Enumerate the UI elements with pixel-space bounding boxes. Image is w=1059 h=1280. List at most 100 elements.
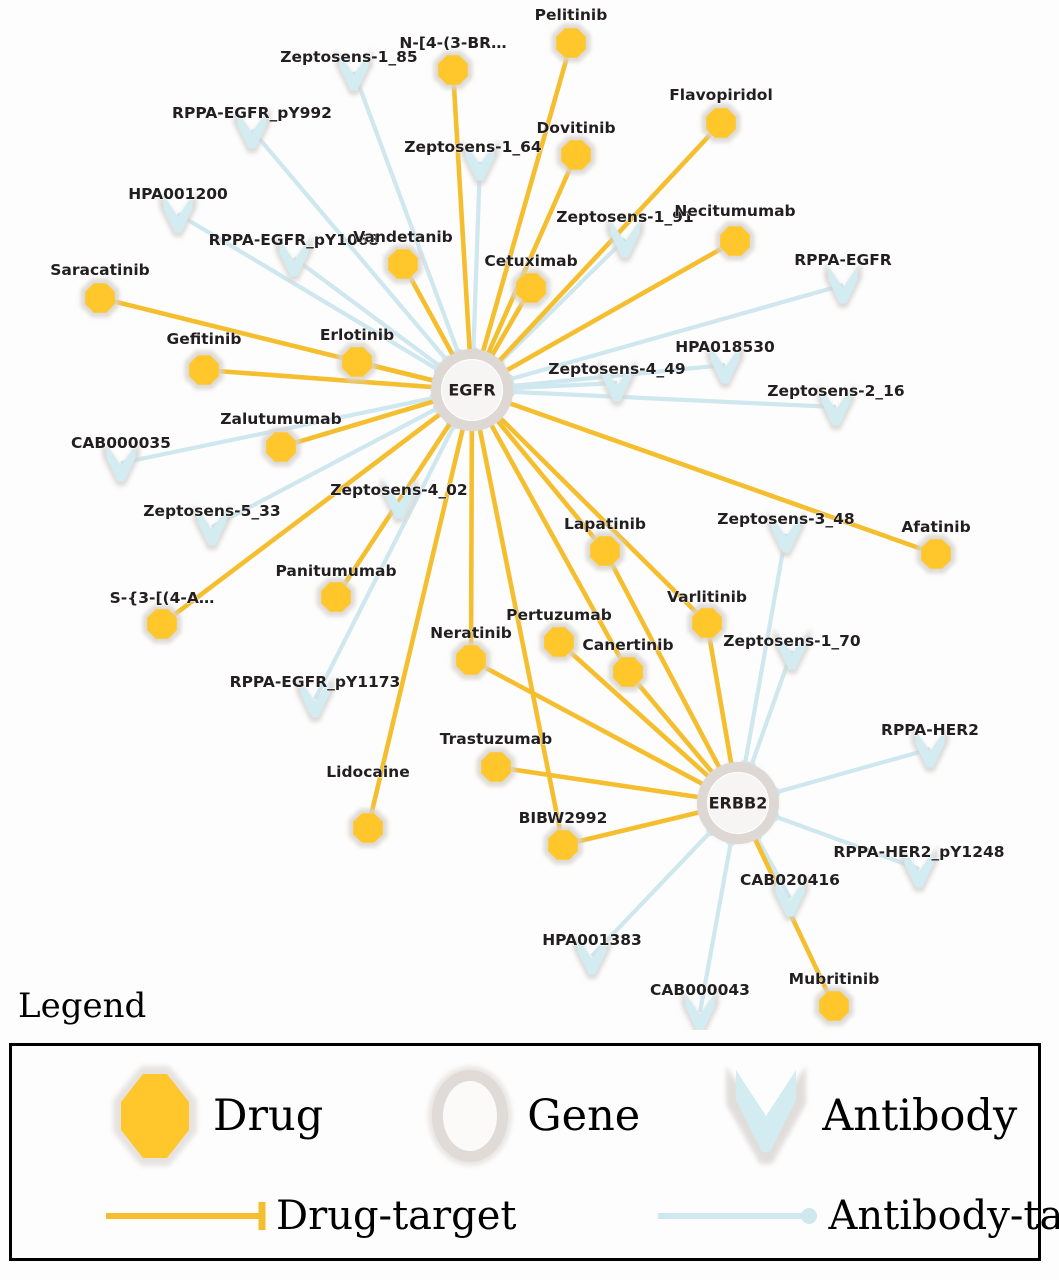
drug-node-necitumumab[interactable] <box>715 221 755 261</box>
antibody-node-hpa001200[interactable] <box>159 191 197 237</box>
network-graph-canvas[interactable]: Zeptosens-1_85 RPPA-EGFR_pY992 HPA001200 RP… <box>0 0 1059 1030</box>
antibody-node-hpa001383[interactable] <box>573 933 611 979</box>
antibody-node-hpa018530[interactable] <box>706 342 744 388</box>
drug-node-pelitinib[interactable] <box>551 23 591 63</box>
graph-edge <box>471 161 483 353</box>
antibody-node-zeptosens-1_70[interactable] <box>773 628 811 674</box>
drug-octagon-icon <box>85 283 115 313</box>
antibody-chevron-halo <box>706 342 744 388</box>
drug-label-panitumumab: Panitumumab <box>275 562 396 580</box>
drug-octagon-icon <box>321 582 351 612</box>
antibody-node-zeptosens-1_91[interactable] <box>606 216 644 262</box>
drug-label-gefitinib: Gefitinib <box>167 330 242 348</box>
antibody-chevron-icon <box>300 680 330 718</box>
antibody-node-cab000035[interactable] <box>102 440 140 486</box>
antibody-label-hpa018530: HPA018530 <box>675 338 775 356</box>
drug-node-afatinib[interactable] <box>916 534 956 574</box>
drug-octagon-icon <box>720 226 750 256</box>
antibody-label-zeptosens-5_33: Zeptosens-5_33 <box>143 502 280 520</box>
drug-octagon-icon <box>342 347 372 377</box>
antibody-chevron-halo <box>911 726 949 772</box>
drug-label-zalutumumab: Zalutumumab <box>220 410 341 428</box>
graph-edge <box>774 746 931 795</box>
graph-edge <box>754 835 792 900</box>
antibody-chevron-icon <box>775 879 805 917</box>
graph-edge <box>480 42 574 355</box>
antibody-node-zeptosens-4_02[interactable] <box>380 477 418 523</box>
antibody-node-cab020416[interactable] <box>771 875 809 921</box>
antibody-label-rppa-egfr_py1173: RPPA-EGFR_pY1173 <box>230 673 401 691</box>
drug-octagon-icon <box>266 432 296 462</box>
drug-node-trastuzumab[interactable] <box>476 747 516 787</box>
graph-edge <box>160 411 444 626</box>
antibody-node-zeptosens-2_16[interactable] <box>817 384 855 430</box>
drug-node-zalutumumab[interactable] <box>261 427 301 467</box>
antibody-node-cab000043[interactable] <box>681 989 719 1030</box>
drug-label-pelitinib: Pelitinib <box>535 6 608 24</box>
drug-node-s_3_4_a[interactable] <box>142 604 182 644</box>
drug-label-erlotinib: Erlotinib <box>320 326 394 344</box>
drug-node-varlitinib[interactable] <box>687 603 727 643</box>
drug-octagon-icon <box>819 991 849 1021</box>
antibody-chevron-halo <box>681 989 719 1030</box>
drug-node-pertuzumab[interactable] <box>539 622 579 662</box>
antibody-node-rppa-her2[interactable] <box>911 726 949 772</box>
drug-octagon-icon <box>921 539 951 569</box>
graph-edge <box>468 427 475 661</box>
label-layer: Zeptosens-1_85 RPPA-EGFR_pY992 HPA001200 RP… <box>50 6 1005 1000</box>
antibody-chevron-halo <box>275 235 313 281</box>
legend-item-drug-target: Drug-target <box>102 1193 516 1239</box>
legend-box: Drug Gene Antibody <box>9 1043 1059 1261</box>
drug-node-canertinib[interactable] <box>608 652 648 692</box>
graph-edge <box>497 237 627 365</box>
antibody-node-zeptosens-3_48[interactable] <box>767 511 805 557</box>
drug-node-vandetanib[interactable] <box>383 244 423 284</box>
drug-node-erlotinib[interactable] <box>337 342 377 382</box>
graph-edge <box>477 426 566 846</box>
antibody-node-rppa-egfr_py992[interactable] <box>233 107 271 153</box>
graph-edge <box>352 71 461 356</box>
antibody-label-cab000043: CAB000043 <box>650 981 750 999</box>
graph-edge <box>772 814 920 871</box>
drug-node-flavopiridol[interactable] <box>701 103 741 143</box>
drug-node-n_4_3_br[interactable] <box>433 50 473 90</box>
antibody-node-rppa-her2_py1248[interactable] <box>900 846 938 892</box>
antibody-node-zeptosens-4_49[interactable] <box>598 360 636 406</box>
drug-octagon-icon <box>147 609 177 639</box>
graph-edge <box>469 657 706 788</box>
drug-node-lapatinib[interactable] <box>585 531 625 571</box>
antibody-node-rppa-egfr_py1173[interactable] <box>296 676 334 722</box>
drug-octagon-icon <box>613 657 643 687</box>
antibody-node-zeptosens-1_64[interactable] <box>461 139 499 185</box>
drug-octagon-icon <box>548 830 578 860</box>
drug-label-pertuzumab: Pertuzumab <box>506 606 612 624</box>
antibody-chevron-halo <box>102 440 140 486</box>
legend-antibody-label: Antibody <box>822 1091 1018 1141</box>
antibody-node-rppa-egfr_py1068[interactable] <box>275 235 313 281</box>
drug-node-gefitinib[interactable] <box>184 350 224 390</box>
drug-node-neratinib[interactable] <box>451 640 491 680</box>
legend-gene-label: Gene <box>527 1091 641 1141</box>
graph-edge <box>280 398 437 450</box>
drug-octagon-icon <box>706 108 736 138</box>
gene-node-EGFR[interactable] <box>431 349 513 431</box>
gene-node-ERBB2[interactable] <box>697 762 779 844</box>
antibody-chevron-icon <box>904 850 934 888</box>
drug-octagon-icon <box>438 55 468 85</box>
antibody-chevron-icon <box>197 508 227 546</box>
graph-edge <box>742 533 789 766</box>
drug-node-mubritinib[interactable] <box>814 986 854 1026</box>
drug-node-bibw2992[interactable] <box>543 825 583 865</box>
antibody-node-rppa-egfr[interactable] <box>824 262 862 308</box>
graph-edge <box>507 282 844 382</box>
antibody-label-zeptosens-1_64: Zeptosens-1_64 <box>404 138 542 156</box>
drug-node-dovitinib[interactable] <box>556 135 596 175</box>
antibody-node-zeptosens-1_85[interactable] <box>335 49 373 95</box>
legend-section: Legend Drug Gene <box>0 985 1059 1280</box>
antibody-node-zeptosens-5_33[interactable] <box>193 504 231 550</box>
drug-node-panitumumab[interactable] <box>316 577 356 617</box>
drug-node-cetuximab[interactable] <box>511 268 551 308</box>
drug-node-saracatinib[interactable] <box>80 278 120 318</box>
drug-node-lidocaine[interactable] <box>348 808 388 848</box>
node-layer[interactable] <box>80 23 956 1030</box>
